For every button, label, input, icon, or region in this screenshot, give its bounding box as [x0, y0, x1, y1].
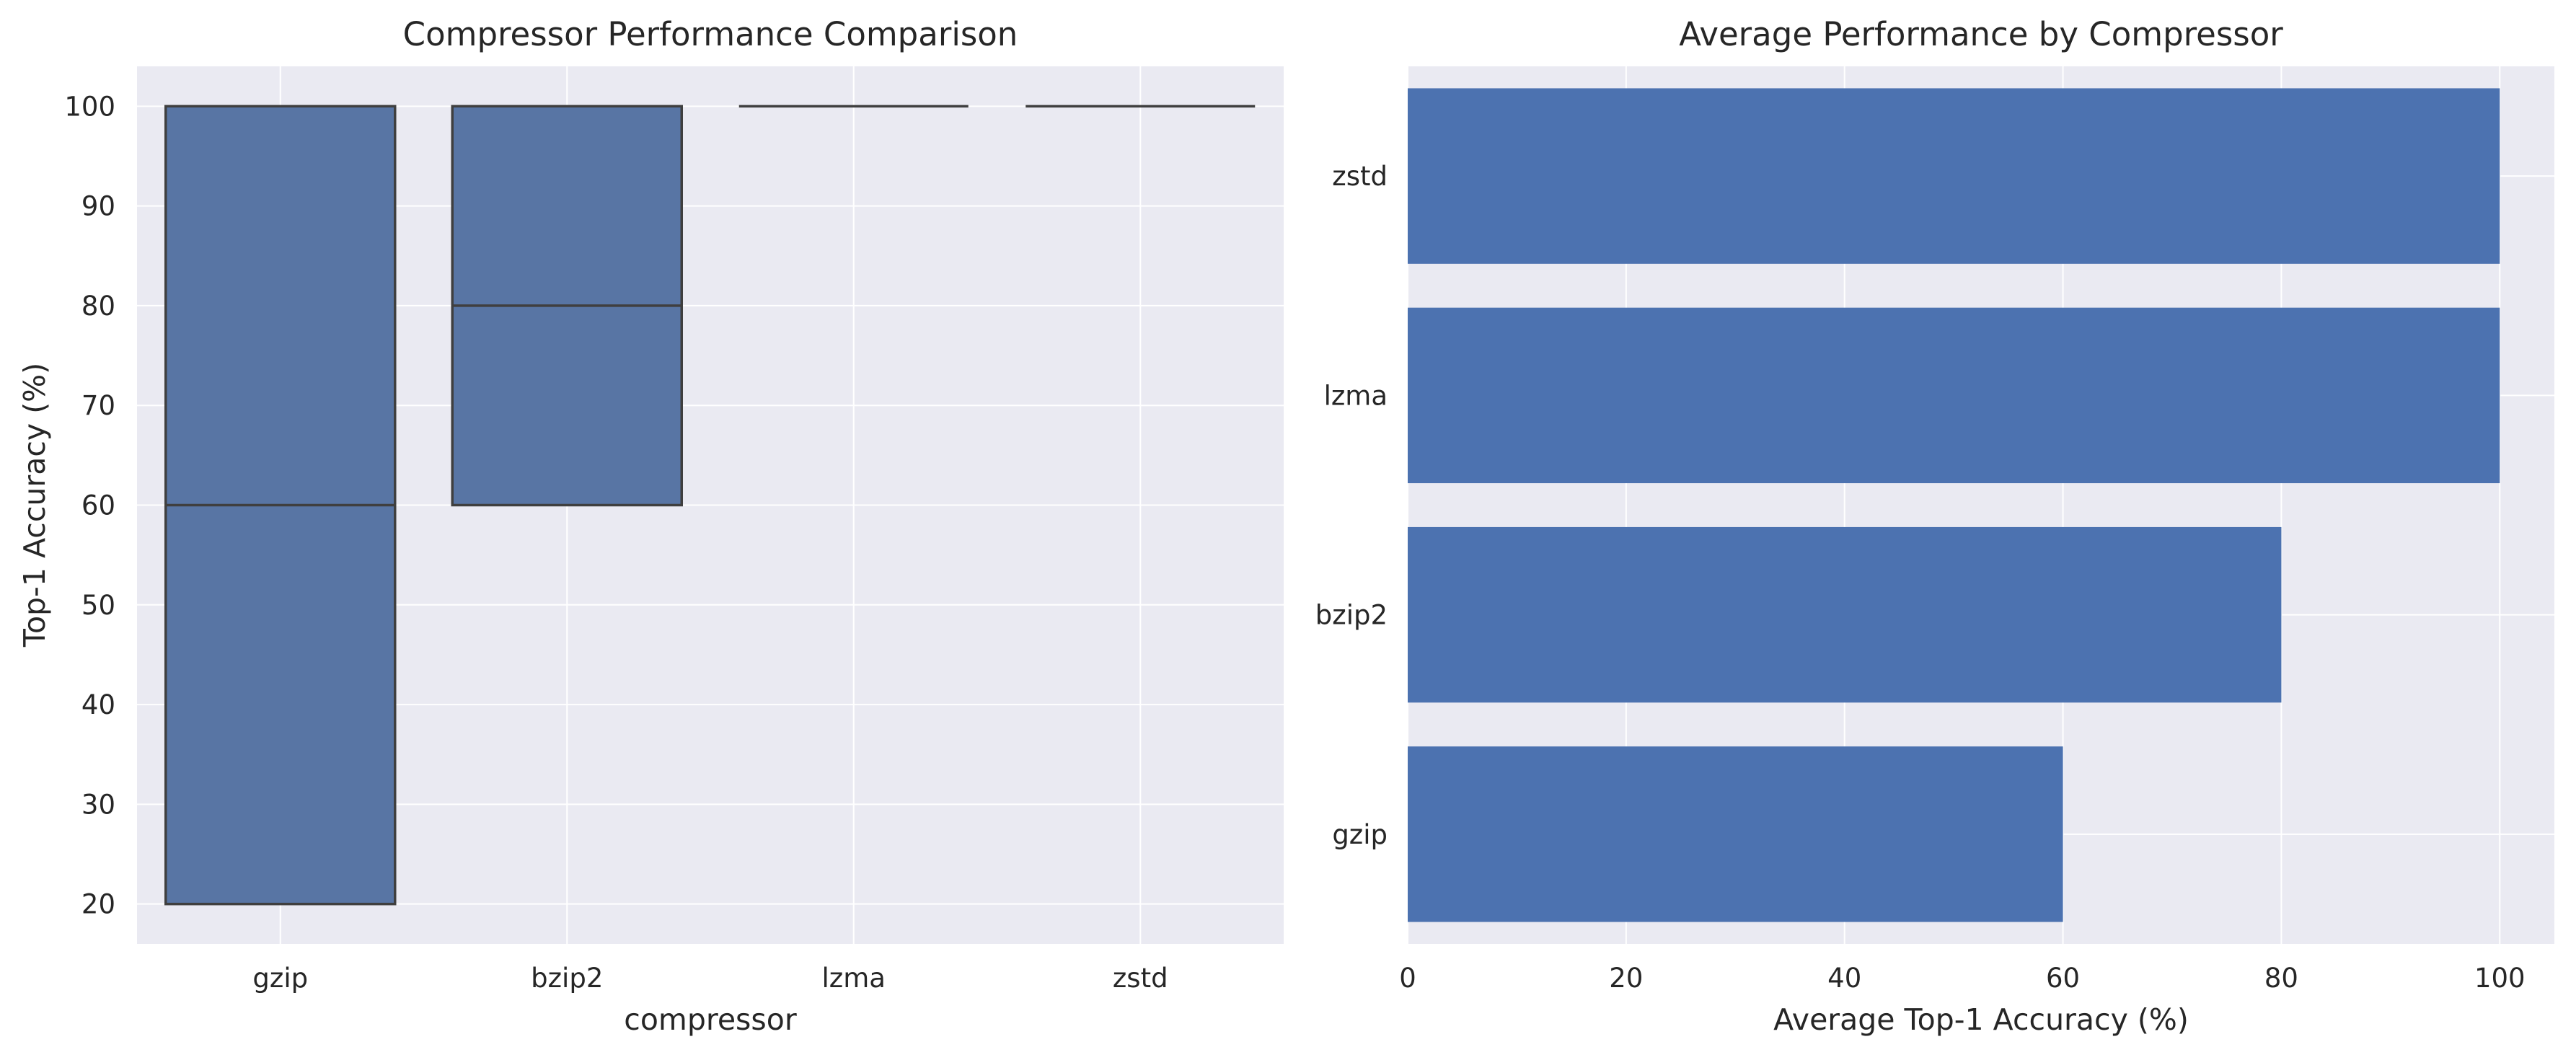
box-chart: 20 30 40 50 60 70 80 90 100 gzip bzip2 lzma zstd Com…: [17, 15, 1284, 1037]
y-tick-label: 90: [81, 191, 115, 222]
x-tick-label: lzma: [822, 963, 886, 994]
x-tick-label: 40: [1827, 963, 1861, 994]
y-tick-label: zstd: [1332, 161, 1388, 192]
box-chart-title: Compressor Performance Comparison: [403, 15, 1018, 53]
box-tick-labels: 20 30 40 50 60 70 80 90 100 gzip bzip2 lzma zstd: [64, 91, 1168, 994]
y-tick-label: 100: [64, 91, 115, 122]
y-tick-label: 80: [81, 291, 115, 322]
x-tick-label: zstd: [1113, 963, 1168, 994]
box-marks: [164, 105, 1256, 906]
y-tick-label: bzip2: [1315, 600, 1388, 631]
x-tick-label: 0: [1399, 963, 1416, 994]
x-tick-label: 60: [2046, 963, 2080, 994]
box-y-axis-label: Top-1 Accuracy (%): [17, 363, 52, 648]
bar-zstd: [1408, 88, 2500, 264]
bar-tick-labels: 0 20 40 60 80 100 gzip bzip2 lzma zstd: [1315, 161, 2526, 994]
y-tick-label: gzip: [1332, 819, 1388, 850]
y-tick-label: 30: [81, 789, 115, 820]
x-tick-label: bzip2: [531, 963, 603, 994]
y-tick-label: 50: [81, 590, 115, 621]
y-tick-label: lzma: [1324, 380, 1388, 411]
y-tick-label: 40: [81, 689, 115, 720]
bar-chart: 0 20 40 60 80 100 gzip bzip2 lzma zstd Average Pe…: [1315, 15, 2554, 1037]
x-tick-label: 20: [1609, 963, 1643, 994]
x-tick-label: 100: [2474, 963, 2526, 994]
bar-marks: [1408, 88, 2500, 922]
bar-lzma: [1408, 307, 2500, 484]
bar-bzip2: [1408, 526, 2282, 703]
y-tick-label: 20: [81, 889, 115, 920]
box-x-axis-label: compressor: [624, 1002, 797, 1037]
bar-x-axis-label: Average Top-1 Accuracy (%): [1773, 1002, 2189, 1037]
bar-chart-title: Average Performance by Compressor: [1679, 15, 2283, 53]
y-tick-label: 70: [81, 390, 115, 421]
x-tick-label: gzip: [252, 963, 308, 994]
bar-gzip: [1408, 746, 2063, 922]
x-tick-label: 80: [2264, 963, 2298, 994]
y-tick-label: 60: [81, 490, 115, 521]
